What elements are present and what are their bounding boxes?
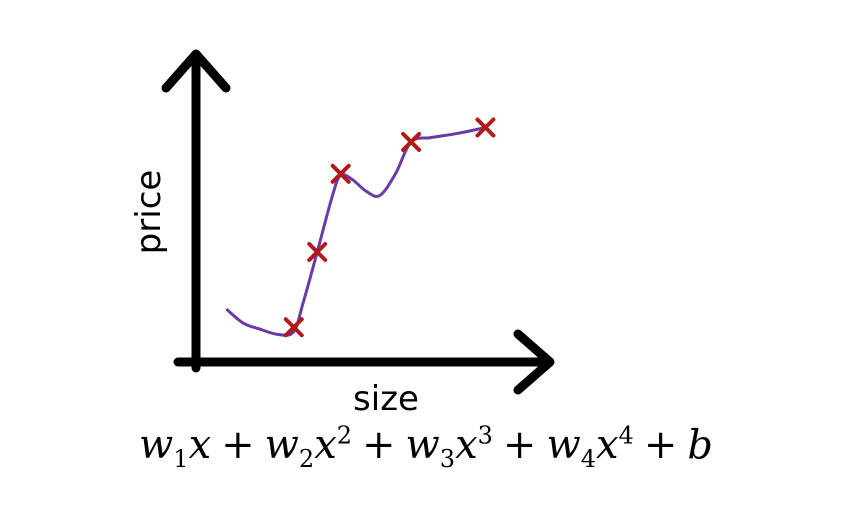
x-axis [173, 329, 555, 395]
plus-sign: + [221, 422, 255, 469]
data-point-5 [475, 117, 496, 138]
data-point-1 [283, 317, 304, 338]
plot-area [225, 117, 496, 338]
chart: price size [129, 49, 555, 419]
bias-term: b [687, 422, 713, 469]
w3-term: w3x3 [405, 422, 493, 474]
plus-sign: + [362, 422, 396, 469]
fit-curve [225, 126, 487, 337]
w1-term: w1x [139, 422, 212, 474]
w4-term: w4x4 [546, 422, 634, 474]
plus-sign: + [502, 422, 537, 469]
data-point-3 [330, 163, 351, 184]
w2-term: w2x2 [264, 422, 353, 474]
plus-sign: + [643, 422, 678, 469]
x-axis-label: size [353, 379, 419, 419]
polynomial-formula: w1x + w2x2 + w3x3 + w4x4 + b [0, 422, 852, 473]
data-point-2 [307, 241, 328, 262]
y-axis [161, 49, 231, 373]
y-axis-label: price [129, 170, 169, 255]
data-point-4 [401, 131, 422, 152]
